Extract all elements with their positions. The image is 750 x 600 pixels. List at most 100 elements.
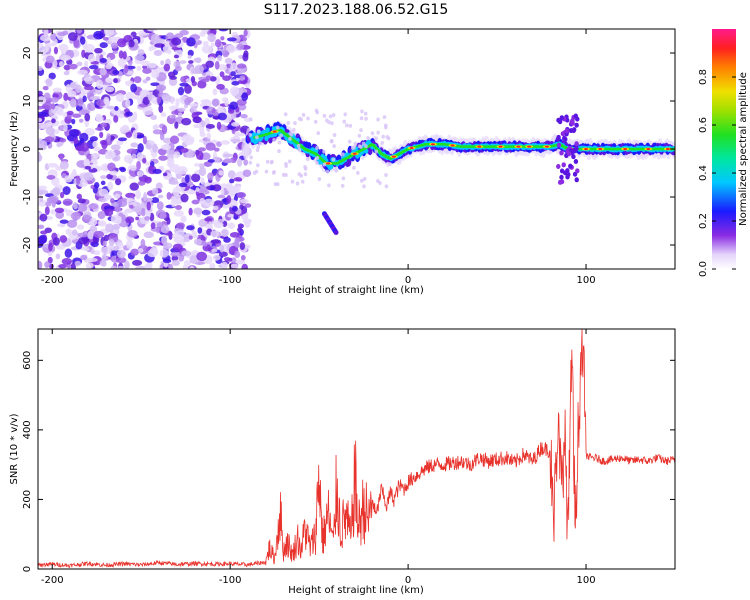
- spectrogram-burst-blob: [556, 134, 561, 140]
- spectrogram-noise-blob: [133, 76, 142, 84]
- spectrogram-noise-blob: [50, 209, 56, 215]
- spectrogram-scatter-blob: [357, 133, 362, 138]
- spectrogram-noise-blob: [125, 91, 135, 101]
- spectrogram-scatter-blob: [288, 136, 292, 141]
- spectrogram-noise-blob: [107, 162, 116, 172]
- spectrogram-noise-blob: [87, 103, 93, 110]
- spectrogram-noise-blob: [151, 197, 160, 204]
- spectrogram-noise-blob: [177, 86, 185, 96]
- spectrogram-noise-blob: [50, 103, 56, 110]
- spectrogram-noise-blob: [176, 222, 185, 229]
- spectrogram-noise-blob: [82, 214, 91, 223]
- spectrogram-hot-red: [598, 148, 603, 150]
- spectrogram-noise-blob: [62, 30, 69, 36]
- spectrogram-noise-blob: [90, 184, 96, 190]
- spectrogram-noise-blob: [184, 174, 190, 184]
- spectrogram-noise-blob: [50, 96, 59, 103]
- spectrogram-noise-blob: [203, 198, 215, 207]
- spectrogram-noise-blob: [86, 257, 98, 263]
- spectrogram-y-axis-label: Frequency (Hz): [9, 111, 20, 187]
- spectrogram-noise-blob: [130, 83, 137, 93]
- spectrogram-hot-red: [498, 145, 503, 148]
- spectrogram-noise-blob: [77, 232, 88, 238]
- spectrogram-noise-blob: [142, 157, 147, 164]
- spectrogram-noise-blob: [110, 265, 117, 269]
- spectrogram-noise-blob: [193, 124, 203, 129]
- spectrogram-noise-blob: [145, 76, 151, 81]
- spectrogram-burst-blob: [561, 135, 567, 141]
- spectrogram-noise-blob: [44, 206, 50, 216]
- spectrogram-noise-blob: [45, 43, 50, 53]
- spectrogram-noise-blob: [137, 180, 146, 186]
- spectrogram-scatter-blob: [300, 179, 305, 184]
- spectrogram-noise-blob: [219, 71, 225, 78]
- spectrogram-noise-blob: [84, 128, 95, 136]
- spectrogram-scatter-blob: [384, 125, 388, 130]
- spectrogram-scatter-blob: [374, 136, 379, 141]
- spectrogram-noise-blob: [83, 158, 90, 166]
- snr-y-ticks: 0 200 400 600: [22, 351, 675, 572]
- spectrogram-noise-blob: [226, 44, 236, 54]
- spectrogram-noise-blob: [48, 195, 59, 203]
- spectrogram-noise-blob: [135, 265, 147, 269]
- snr-x-tick-label: -200: [41, 575, 64, 586]
- spectrogram-noise-blob: [234, 130, 240, 139]
- spectrogram-scatter-blob: [348, 123, 353, 128]
- snr-series-line: [38, 329, 675, 568]
- spectrogram-scatter-blob: [350, 145, 355, 150]
- spectrogram-scatter-blob: [357, 144, 362, 149]
- spectrogram-scatter-blob: [315, 156, 320, 161]
- spectrogram-noise-blob: [84, 85, 94, 91]
- spectrogram-track-mid: [254, 138, 259, 144]
- spectrogram-noise-blob: [222, 153, 234, 158]
- spectrogram-scatter-blob: [286, 120, 291, 125]
- spectrogram-noise-blob: [38, 152, 42, 162]
- spectrogram-y-tick-label: -10: [22, 189, 33, 205]
- spectrogram-noise-blob: [126, 148, 138, 154]
- spectrogram-burst-blob: [571, 154, 576, 160]
- spectrogram-noise-blob: [42, 101, 52, 109]
- spectrogram-noise-blob: [89, 96, 100, 101]
- spectrogram-noise-blob: [190, 75, 196, 83]
- snr-marks: [38, 329, 675, 568]
- spectrogram-noise-blob: [45, 201, 52, 207]
- spectrogram-noise-blob: [83, 172, 94, 181]
- spectrogram-hot-red: [623, 148, 628, 150]
- spectrogram-noise-blob: [47, 163, 59, 168]
- spectrogram-noise-blob: [44, 136, 55, 143]
- spectrogram-noise-blob: [173, 210, 184, 217]
- spectrogram-noise-blob: [238, 54, 244, 59]
- spectrogram-noise-blob: [106, 56, 111, 66]
- spectrogram-noise-blob: [230, 138, 241, 143]
- spectrogram-noise-blob: [150, 82, 160, 87]
- spectrogram-noise-blob: [177, 165, 188, 175]
- spectrogram-noise-blob: [177, 107, 186, 112]
- spectrogram-noise-blob: [132, 111, 138, 121]
- spectrogram-burst-blob: [572, 147, 577, 153]
- spectrogram-noise-blob: [108, 36, 119, 43]
- spectrogram-noise-blob: [117, 58, 126, 67]
- spectrogram-hot-red: [272, 130, 277, 133]
- spectrogram-noise-blob: [166, 217, 171, 225]
- spectrogram-noise-blob: [63, 70, 70, 76]
- spectrogram-hot-red: [352, 152, 357, 155]
- spectrogram-noise-blob: [76, 224, 85, 230]
- spectrogram-y-ticks: -20 -10 0 10 20: [22, 47, 675, 253]
- spectrogram-noise-blob: [183, 237, 190, 243]
- spectrogram-burst-blob: [557, 179, 563, 185]
- spectrogram-noise-blob: [205, 142, 216, 151]
- spectrogram-noise-blob: [125, 111, 133, 117]
- spectrogram-noise-blob: [125, 131, 133, 138]
- spectrogram-noise-blob: [146, 29, 158, 32]
- spectrogram-noise-blob: [127, 229, 138, 238]
- spectrogram-noise-blob: [90, 241, 99, 248]
- spectrogram-noise-blob: [99, 68, 107, 76]
- spectrogram-noise-blob: [112, 69, 120, 75]
- colorbar-ticks: 0.0 0.2 0.4 0.6 0.8: [698, 69, 736, 277]
- spectrogram-noise-blob: [93, 30, 104, 40]
- spectrogram-noise-blob: [220, 36, 225, 41]
- spectrogram-noise-blob: [84, 165, 92, 170]
- spectrogram-noise-blob: [157, 194, 164, 199]
- spectrogram-noise-blob: [171, 37, 182, 46]
